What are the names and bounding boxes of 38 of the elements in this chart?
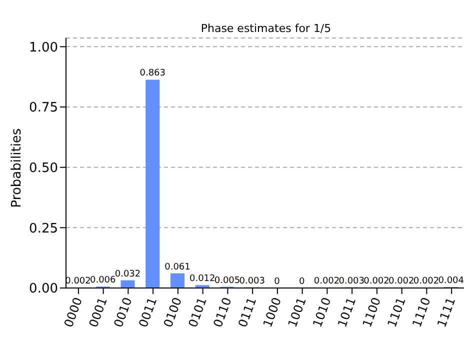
y-tick-label: 0.50 xyxy=(29,160,58,176)
x-tick-label: 0010 xyxy=(111,296,135,330)
data-label: 0.002 xyxy=(314,276,340,287)
x-tick-label: 1110 xyxy=(410,296,434,330)
data-label: 0.002 xyxy=(413,276,440,287)
data-label: 0.003 xyxy=(338,276,365,286)
x-tick-label: 1100 xyxy=(360,296,384,330)
y-axis-title: Probabilities xyxy=(10,128,24,208)
y-tick-label: 0.75 xyxy=(29,100,58,116)
data-label: 0.002 xyxy=(364,276,390,287)
chart-title: Phase estimates for 1/5 xyxy=(200,22,332,35)
x-tick-label: 0100 xyxy=(160,296,185,330)
data-label: 0.006 xyxy=(90,276,116,286)
x-tick-label: 1000 xyxy=(260,296,284,330)
data-label: 0.002 xyxy=(388,276,414,287)
y-tick-label: 0.25 xyxy=(29,221,58,236)
data-label: 0.863 xyxy=(140,68,166,79)
data-label: 0.005 xyxy=(214,276,240,286)
data-label: 0.032 xyxy=(114,269,141,280)
x-tick-label: 1111 xyxy=(434,296,458,330)
data-label: 0.061 xyxy=(164,262,190,272)
data-label: 0 xyxy=(299,277,306,287)
x-tick-label: 0110 xyxy=(210,296,234,330)
x-tick-label: 1010 xyxy=(310,296,334,330)
data-label: 0.003 xyxy=(239,276,266,286)
x-tick-label: 0101 xyxy=(186,296,210,330)
y-tick-label: 1.00 xyxy=(29,40,58,56)
x-tick-label: 1001 xyxy=(285,296,309,330)
data-label: 0.012 xyxy=(189,274,216,284)
x-tick-label: 0000 xyxy=(61,296,86,330)
y-tick-label: 0.00 xyxy=(29,282,58,297)
data-label: 0 xyxy=(274,277,280,287)
x-tick-label: 1101 xyxy=(384,296,408,330)
x-tick-label: 0001 xyxy=(86,296,110,330)
data-label: 0.004 xyxy=(438,276,464,286)
x-tick-label: 0011 xyxy=(136,296,160,330)
x-tick-label: 1011 xyxy=(335,296,359,330)
x-tick-label: 0111 xyxy=(236,296,260,330)
